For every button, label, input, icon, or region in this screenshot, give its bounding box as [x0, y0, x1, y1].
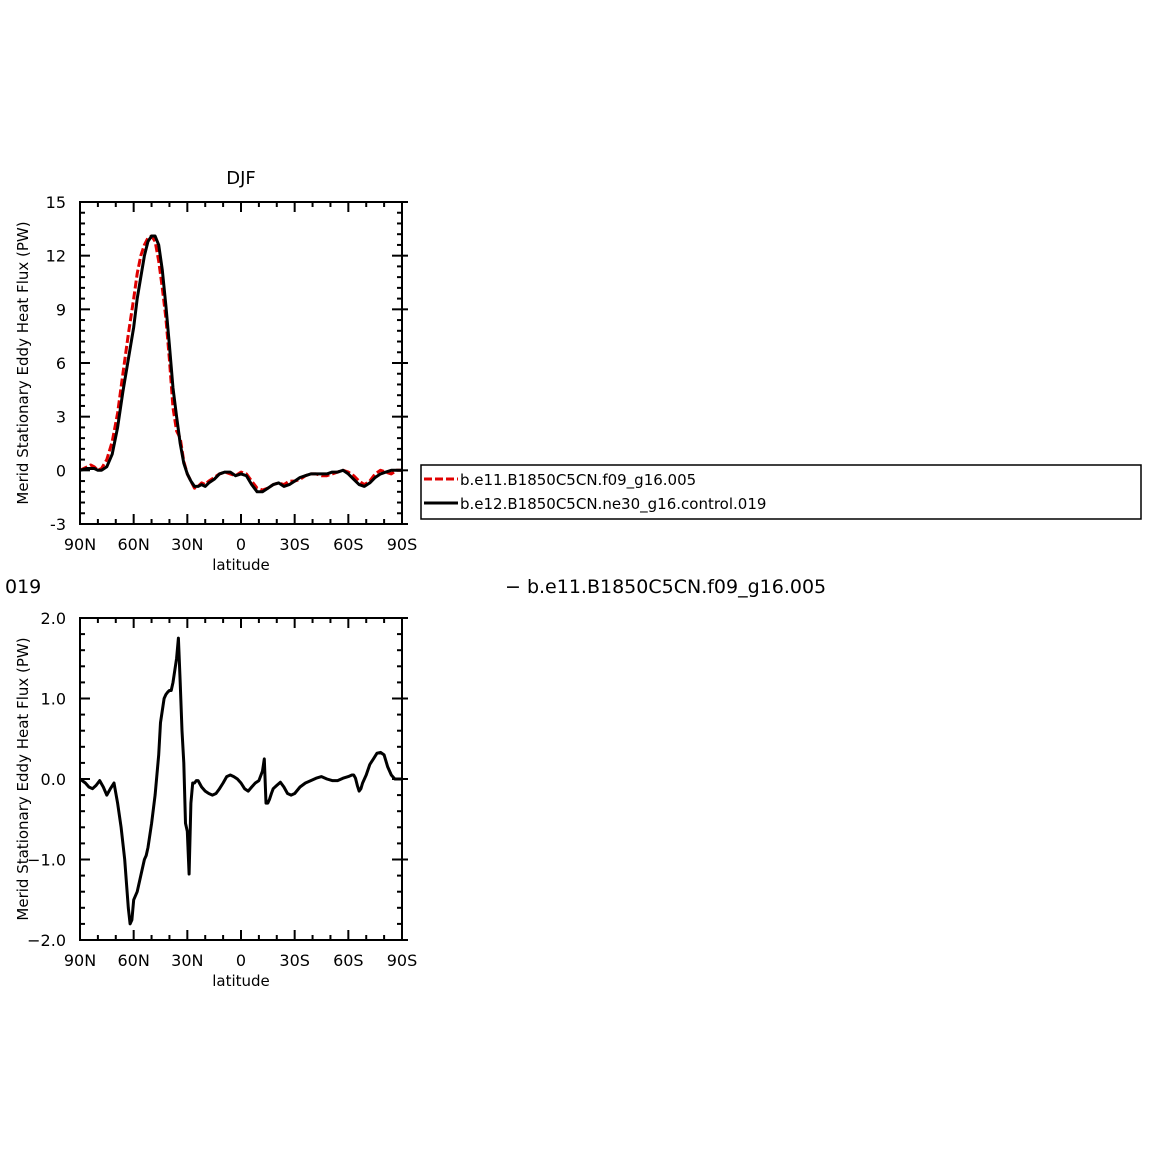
y-tick-label: −2.0 [27, 931, 66, 950]
top-chart: 90N 60N 30N 0 30S 60S 90S -3 0 3 6 9 12 15 latitude Mer… [14, 168, 417, 574]
x-tick-label: 90S [387, 951, 418, 970]
legend-box [420, 464, 1142, 520]
difference-label: 019 [5, 576, 42, 598]
x-axis-label: latitude [212, 972, 270, 990]
y-tick-label: 0 [56, 461, 66, 480]
x-tick-label: 60N [118, 951, 150, 970]
x-tick-label: 0 [236, 951, 246, 970]
x-tick-label: 30N [171, 951, 203, 970]
x-tick-label: 90S [387, 535, 418, 554]
x-tick-label: 30N [171, 535, 203, 554]
y-tick-label: 1.0 [41, 690, 66, 709]
series-line-1 [80, 636, 402, 926]
bottom-chart: 90N 60N 30N 0 30S 60S 90S −2.0 −1.0 0.0 1.0 2.0 lati… [14, 609, 417, 990]
x-tick-label: 30S [279, 951, 310, 970]
x-tick-label: 0 [236, 535, 246, 554]
difference-legend-text: − b.e11.B1850C5CN.f09_g16.005 [505, 576, 827, 598]
y-tick-label: 3 [56, 408, 66, 427]
chart-title: DJF [226, 168, 256, 189]
y-tick-label: 0.0 [41, 770, 66, 789]
y-tick-label: 6 [56, 354, 66, 373]
y-tick-label: 9 [56, 300, 66, 319]
y-tick-label: 15 [46, 193, 66, 212]
legend-label-2: b.e12.B1850C5CN.ne30_g16.control.019 [460, 495, 766, 514]
series-line-2 [80, 234, 402, 494]
y-tick-label: -3 [50, 515, 66, 534]
x-tick-label: 30S [279, 535, 310, 554]
y-tick-label: −1.0 [27, 851, 66, 870]
x-tick-label: 60S [333, 535, 364, 554]
y-tick-label: 2.0 [41, 609, 66, 628]
x-axis-label: latitude [212, 556, 270, 574]
x-tick-label: 90N [64, 535, 96, 554]
legend-label-1: b.e11.B1850C5CN.f09_g16.005 [460, 471, 696, 490]
x-tick-label: 60S [333, 951, 364, 970]
top-legend: b.e11.B1850C5CN.f09_g16.005 b.e12.B1850C5… [420, 464, 1142, 520]
y-axis-label: Merid Stationary Eddy Heat Flux (PW) [14, 221, 32, 504]
x-tick-label: 90N [64, 951, 96, 970]
y-axis-label: Merid Stationary Eddy Heat Flux (PW) [14, 637, 32, 920]
x-tick-label: 60N [118, 535, 150, 554]
y-tick-label: 12 [46, 247, 66, 266]
